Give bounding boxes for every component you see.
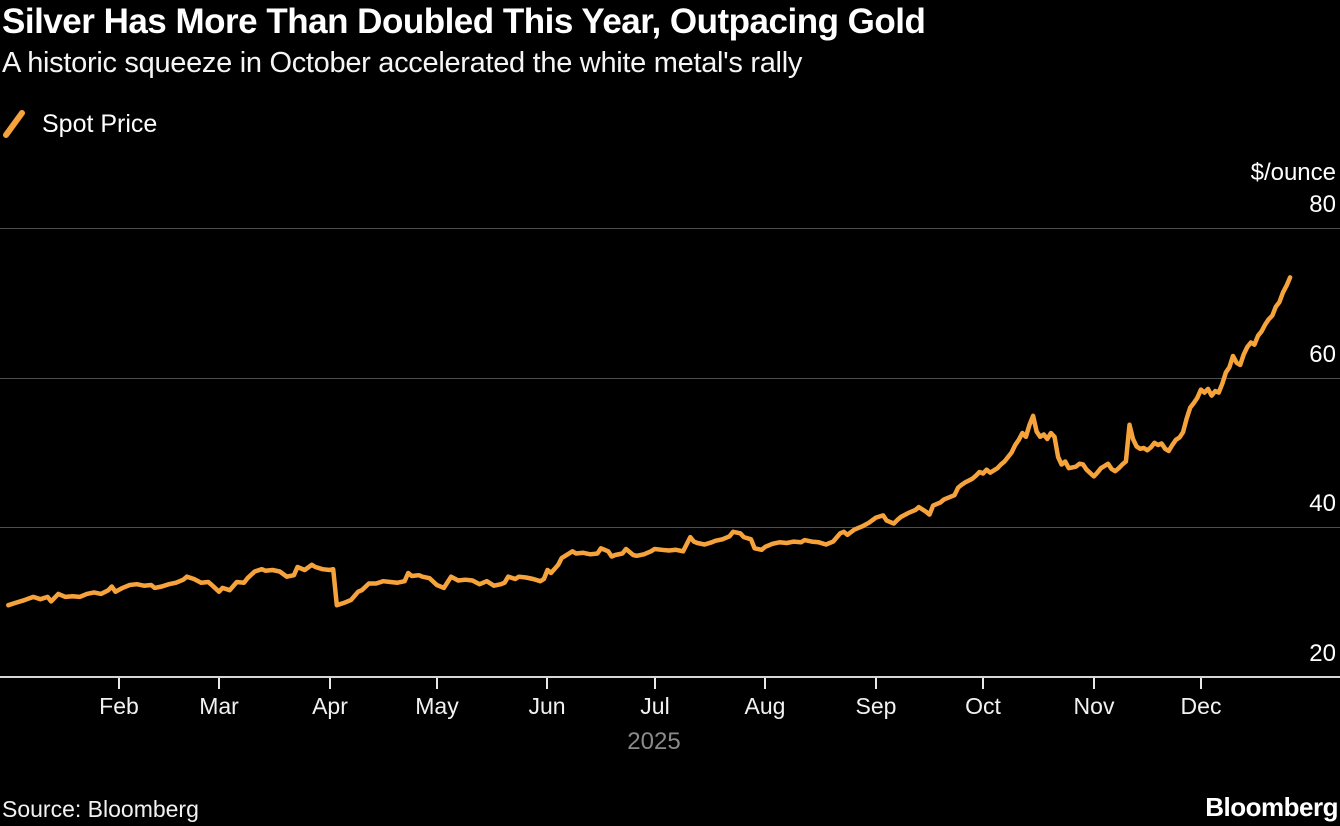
x-tick-label-sep: Sep — [855, 693, 897, 719]
x-tick-label-aug: Aug — [744, 693, 786, 719]
x-tick-label-mar: Mar — [199, 693, 239, 719]
y-tick-label-60: 60 — [1309, 341, 1336, 368]
x-tick-nov — [1093, 678, 1095, 689]
x-tick-label-apr: Apr — [312, 693, 348, 719]
x-tick-jun — [546, 678, 548, 689]
x-tick-label-jun: Jun — [528, 693, 566, 719]
x-tick-apr — [329, 678, 331, 689]
x-tick-may — [436, 678, 438, 689]
x-tick-label-dec: Dec — [1180, 693, 1222, 719]
x-tick-feb — [118, 678, 120, 689]
y-axis-unit-label: $/ounce — [1250, 159, 1336, 186]
legend: Spot Price — [2, 108, 157, 140]
x-tick-label-oct: Oct — [965, 693, 1001, 719]
spot-price-line-swatch-icon — [3, 110, 25, 138]
bloomberg-logo: Bloomberg — [1205, 792, 1338, 822]
chart-subtitle: A historic squeeze in October accelerate… — [2, 47, 803, 79]
x-tick-jul — [654, 678, 656, 689]
x-tick-label-nov: Nov — [1073, 693, 1115, 719]
source-note: Source: Bloomberg — [2, 796, 199, 822]
gridline-80 — [0, 228, 1340, 229]
x-tick-oct — [982, 678, 984, 689]
gridline-40 — [0, 527, 1340, 528]
chart-title: Silver Has More Than Doubled This Year, … — [2, 2, 926, 41]
gridline-60 — [0, 378, 1340, 379]
x-tick-sep — [875, 678, 877, 689]
x-tick-label-may: May — [415, 693, 459, 719]
x-tick-mar — [218, 678, 220, 689]
x-axis-year-label: 2025 — [627, 728, 681, 755]
x-tick-label-jul: Jul — [640, 693, 670, 719]
x-tick-dec — [1200, 678, 1202, 689]
y-tick-label-20: 20 — [1309, 640, 1336, 667]
x-tick-aug — [764, 678, 766, 689]
legend-label: Spot Price — [42, 109, 158, 138]
y-tick-label-80: 80 — [1309, 191, 1336, 218]
x-axis-line — [0, 676, 1340, 678]
y-tick-label-40: 40 — [1309, 490, 1336, 517]
x-tick-label-feb: Feb — [99, 693, 139, 719]
spot-price-polyline — [6, 275, 1293, 608]
